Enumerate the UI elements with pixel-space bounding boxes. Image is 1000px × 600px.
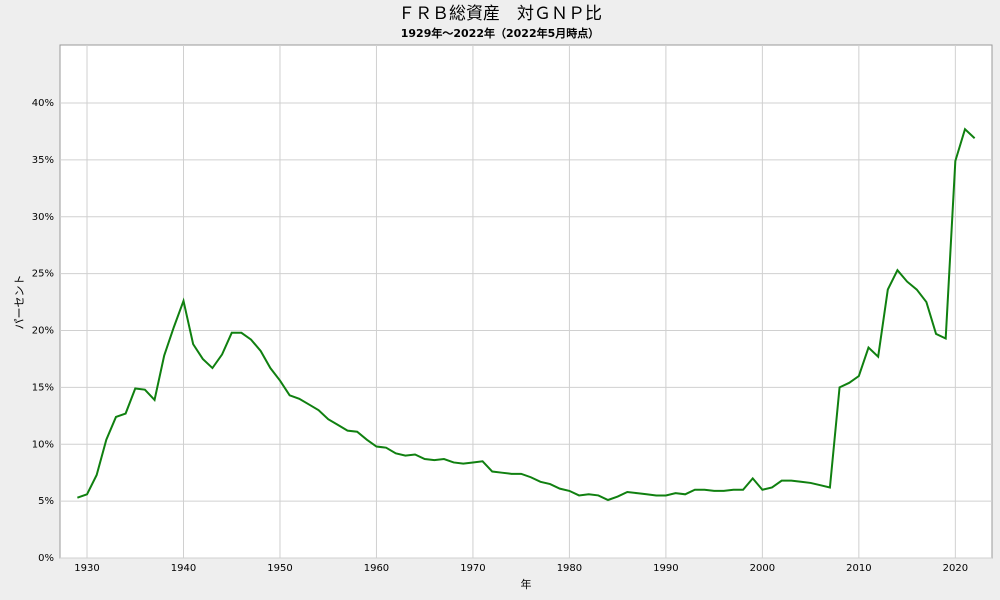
- x-axis-label: 年: [521, 577, 532, 591]
- data-line: [77, 127, 976, 502]
- x-tick-label: 1990: [653, 563, 678, 574]
- y-tick-label: 30%: [32, 212, 54, 223]
- x-tick-label: 1950: [267, 563, 292, 574]
- x-tick-label: 1930: [74, 563, 99, 574]
- chart-title: ＦＲＢ総資産 対ＧＮＰ比: [398, 4, 602, 24]
- x-tick-label: 2010: [846, 563, 871, 574]
- y-tick-label: 0%: [38, 553, 54, 564]
- y-tick-label: 20%: [32, 326, 54, 337]
- y-tick-label: 25%: [32, 269, 54, 280]
- x-tick-label: 2000: [750, 563, 775, 574]
- y-tick-label: 5%: [38, 496, 54, 507]
- x-tick-label: 2020: [943, 563, 968, 574]
- plot-area: [59, 44, 993, 559]
- x-tick-label: 1980: [557, 563, 582, 574]
- y-tick-label: 10%: [32, 439, 54, 450]
- y-tick-label: 40%: [32, 98, 54, 109]
- x-tick-label: 1940: [171, 563, 196, 574]
- chart-subtitle: 1929年～2022年（2022年5月時点）: [401, 26, 600, 40]
- y-axis-label: パーセント: [13, 275, 26, 330]
- y-tick-label: 35%: [32, 155, 54, 166]
- x-tick-label: 1960: [364, 563, 389, 574]
- x-tick-label: 1970: [460, 563, 485, 574]
- y-tick-label: 15%: [32, 382, 54, 393]
